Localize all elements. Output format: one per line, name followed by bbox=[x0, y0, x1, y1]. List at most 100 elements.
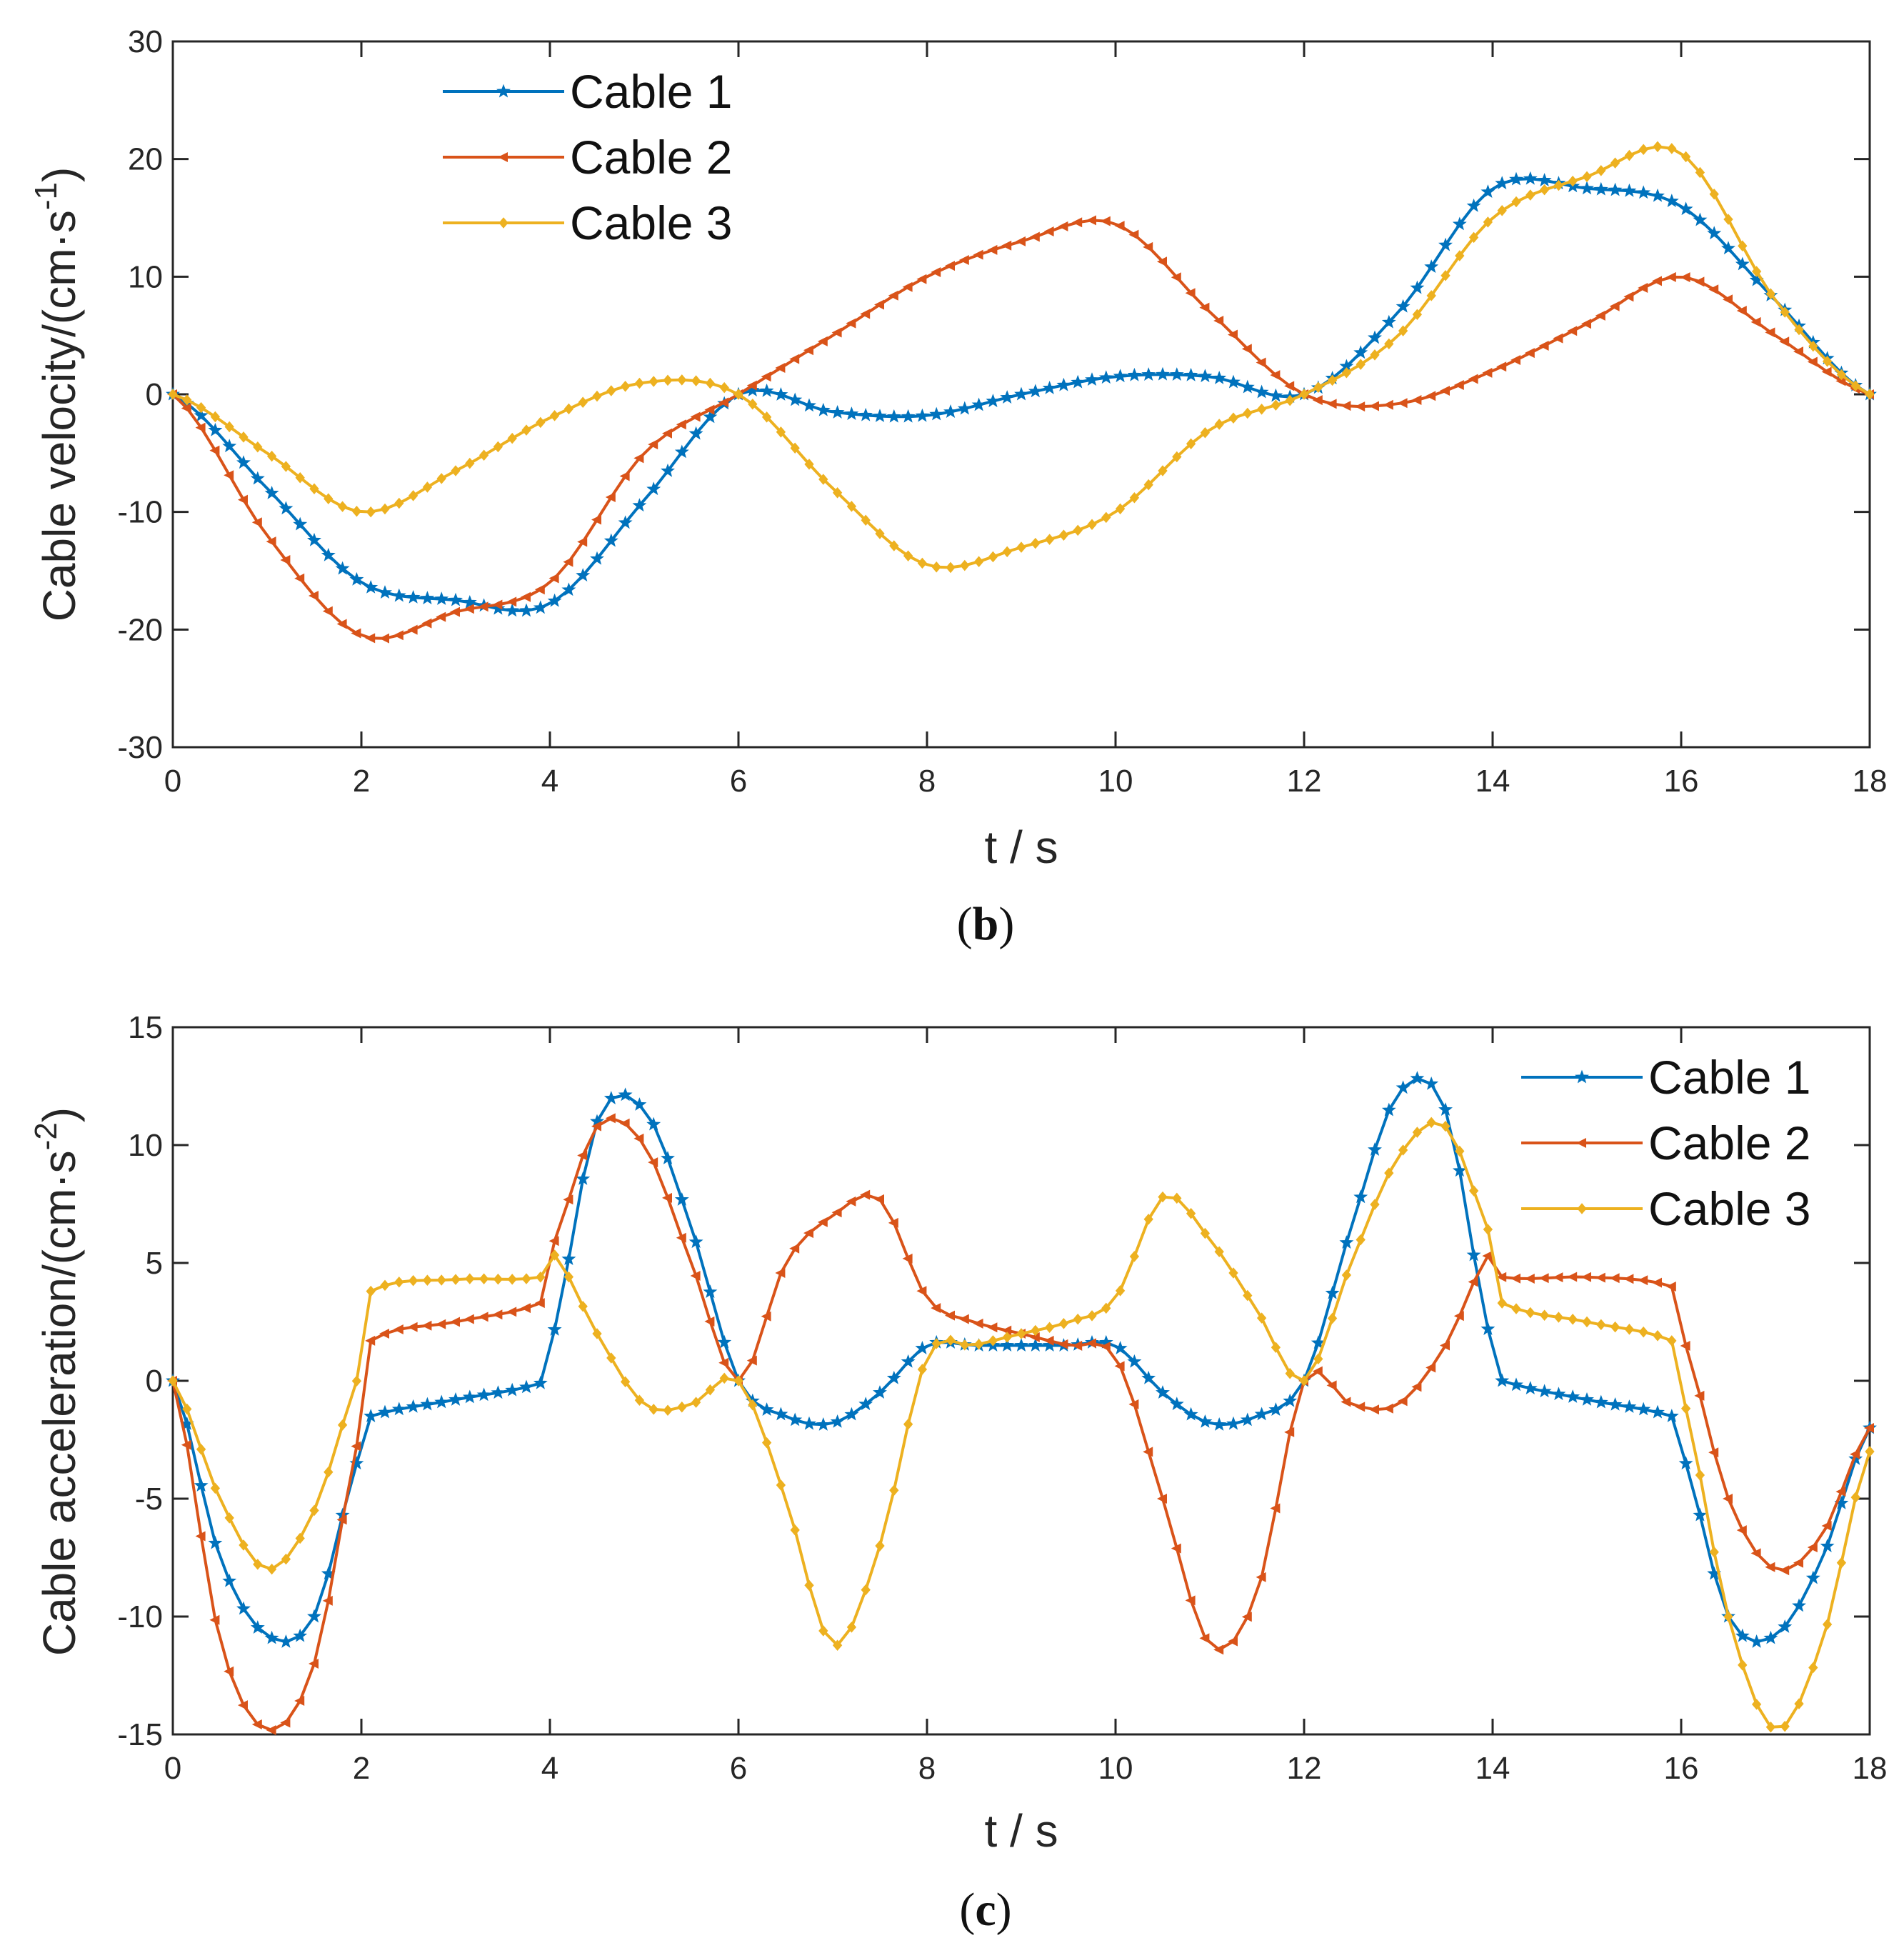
series-marker bbox=[620, 381, 631, 392]
series-marker bbox=[1452, 216, 1467, 231]
series-marker bbox=[1736, 305, 1747, 316]
series-marker bbox=[521, 1303, 531, 1314]
series-marker bbox=[888, 290, 898, 301]
series-marker bbox=[1763, 1630, 1778, 1644]
series-marker bbox=[534, 1298, 545, 1309]
series-marker bbox=[902, 1253, 913, 1264]
series-marker bbox=[364, 579, 379, 594]
series-marker bbox=[1169, 367, 1184, 381]
series-marker bbox=[691, 375, 701, 386]
series-marker bbox=[1381, 314, 1396, 329]
series-marker bbox=[1043, 1335, 1054, 1346]
series-marker bbox=[365, 1335, 376, 1346]
series-marker bbox=[1483, 216, 1493, 228]
series-marker bbox=[1268, 388, 1283, 402]
series-marker bbox=[364, 1409, 379, 1422]
legend-entry: Cable 3 bbox=[443, 196, 733, 249]
x-tick-label: 2 bbox=[353, 1751, 370, 1786]
series-marker bbox=[1042, 380, 1057, 394]
series-marker bbox=[703, 1284, 718, 1299]
series-marker bbox=[1044, 534, 1055, 545]
series-marker bbox=[1198, 369, 1213, 383]
series-marker bbox=[1664, 194, 1679, 208]
series-marker bbox=[222, 1573, 237, 1587]
series-marker bbox=[337, 501, 348, 512]
series-marker bbox=[1553, 1272, 1563, 1283]
series-marker bbox=[506, 596, 517, 607]
series-marker bbox=[420, 591, 435, 605]
series-marker bbox=[309, 483, 319, 495]
series-marker bbox=[195, 1531, 206, 1542]
series-marker bbox=[1312, 395, 1323, 406]
series-marker bbox=[1468, 374, 1478, 384]
series-marker bbox=[619, 471, 630, 481]
series-marker bbox=[648, 376, 658, 387]
legend-label: Cable 3 bbox=[570, 196, 733, 249]
series-marker bbox=[1537, 1384, 1552, 1398]
series-marker bbox=[605, 491, 616, 502]
series-marker bbox=[1738, 1659, 1748, 1671]
series-marker bbox=[492, 599, 503, 610]
axis-ticks: 0 2 4 6 8 10 12 14 16 18 -30 -20 -10 0 10 20 30 bbox=[117, 24, 1887, 799]
series-marker bbox=[394, 1276, 404, 1288]
series-marker bbox=[1058, 529, 1069, 541]
series-marker bbox=[1638, 1326, 1648, 1338]
series-marker bbox=[889, 540, 899, 551]
series-marker bbox=[1353, 1189, 1368, 1204]
series-marker bbox=[1424, 1076, 1439, 1090]
series-marker bbox=[1708, 284, 1719, 295]
series-marker bbox=[436, 611, 446, 622]
series-marker bbox=[1285, 1367, 1295, 1379]
series-marker bbox=[603, 533, 618, 547]
series-marker bbox=[1171, 1543, 1181, 1554]
series-marker bbox=[1537, 173, 1552, 186]
series-marker bbox=[1792, 1598, 1806, 1612]
series-marker bbox=[478, 601, 488, 612]
series-marker bbox=[563, 403, 574, 415]
series-marker bbox=[533, 600, 548, 614]
series-marker bbox=[208, 422, 223, 436]
series-marker bbox=[846, 501, 857, 512]
series-marker bbox=[1014, 1338, 1028, 1352]
series-marker bbox=[632, 1097, 647, 1111]
y-tick-label: 0 bbox=[146, 1364, 163, 1399]
series-marker bbox=[281, 1553, 291, 1565]
series-marker bbox=[946, 561, 956, 574]
series-marker bbox=[1098, 370, 1113, 384]
series-marker bbox=[294, 1696, 305, 1707]
series-marker bbox=[1509, 1377, 1523, 1392]
series-marker bbox=[253, 441, 263, 453]
series-marker bbox=[759, 383, 774, 397]
series-marker bbox=[1001, 240, 1012, 251]
x-tick-label: 0 bbox=[164, 764, 181, 799]
series-marker bbox=[1765, 288, 1776, 300]
series-marker bbox=[1835, 376, 1846, 386]
series-marker bbox=[1708, 1447, 1719, 1458]
series-marker bbox=[1397, 1396, 1408, 1407]
series-marker bbox=[1396, 299, 1411, 313]
series-marker bbox=[1723, 294, 1733, 305]
series-marker bbox=[1636, 1402, 1651, 1416]
series-marker bbox=[816, 1417, 831, 1431]
series-marker bbox=[1652, 1277, 1662, 1288]
series-marker bbox=[945, 261, 955, 271]
series-marker bbox=[324, 493, 334, 504]
series-marker bbox=[817, 336, 828, 346]
series-marker bbox=[1581, 1272, 1591, 1282]
series-marker bbox=[1750, 1548, 1761, 1559]
series-marker bbox=[1002, 546, 1012, 558]
series-marker bbox=[776, 1479, 786, 1491]
y-axis-label: Cable velocity/(cm·s-1) bbox=[29, 167, 85, 622]
series-marker bbox=[1653, 1330, 1663, 1342]
series-marker bbox=[1157, 1494, 1167, 1504]
series-marker bbox=[1002, 1332, 1012, 1343]
series-marker bbox=[1383, 1403, 1393, 1414]
series-marker bbox=[436, 1319, 446, 1329]
series-marker bbox=[1567, 1272, 1578, 1282]
axis-ticks: 0 2 4 6 8 10 12 14 16 18 -15 -10 -5 0 5 10 15 bbox=[117, 1010, 1887, 1786]
series-marker bbox=[1680, 1403, 1691, 1414]
x-tick-label: 14 bbox=[1475, 764, 1510, 799]
series-marker bbox=[1680, 151, 1691, 163]
series-marker bbox=[804, 1579, 814, 1592]
series-marker bbox=[239, 1539, 249, 1551]
